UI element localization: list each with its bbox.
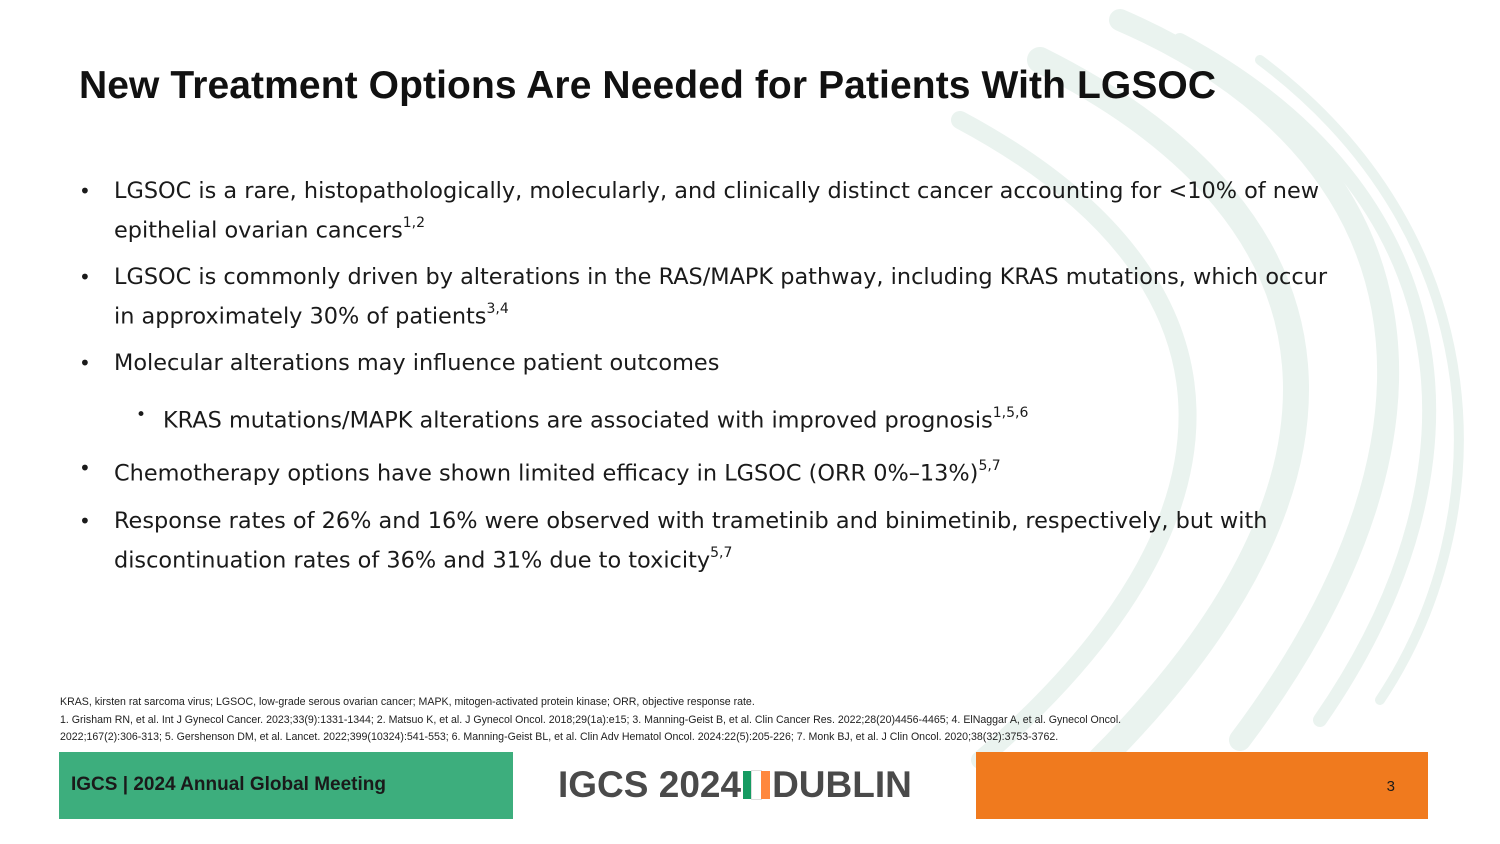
abbreviations-footnote: KRAS, kirsten rat sarcoma virus; LGSOC, …: [60, 696, 755, 708]
igcs-dublin-logo: IGCS 2024 DUBLIN: [558, 764, 912, 806]
reference-superscript: 1,2: [402, 215, 426, 231]
bullet-dot: •: [79, 351, 91, 375]
irish-flag-icon: [743, 770, 771, 800]
bullet-dot: •: [79, 265, 91, 289]
footer-page-bar: 3: [976, 752, 1428, 819]
logo-text-right: DUBLIN: [772, 764, 912, 805]
bullet-item: • LGSOC is a rare, histopathologically, …: [79, 174, 1320, 247]
slide-title: New Treatment Options Are Needed for Pat…: [79, 64, 1217, 107]
references-line: 2022;167(2):306-313; 5. Gershenson DM, e…: [60, 731, 1059, 743]
sub-bullet-item: • KRAS mutations/MAPK alterations are as…: [136, 398, 1029, 437]
bullet-text-line: epithelial ovarian cancers: [114, 217, 403, 244]
bullet-text-line: LGSOC is a rare, histopathologically, mo…: [114, 178, 1320, 204]
logo-text-left: IGCS 2024: [558, 764, 742, 805]
bullet-text-line: KRAS mutations/MAPK alterations are asso…: [163, 407, 993, 434]
bullet-text-line: discontinuation rates of 36% and 31% due…: [114, 547, 711, 574]
bullet-text-line: Molecular alterations may influence pati…: [114, 350, 720, 376]
bullet-text-line: Response rates of 26% and 16% were obser…: [114, 508, 1268, 534]
bullet-item: • Response rates of 26% and 16% were obs…: [79, 504, 1268, 577]
bullet-dot: •: [79, 509, 91, 533]
references-line: 1. Grisham RN, et al. Int J Gynecol Canc…: [60, 713, 1122, 726]
meeting-name: IGCS | 2024 Annual Global Meeting: [71, 774, 387, 795]
footnotes: KRAS, kirsten rat sarcoma virus; LGSOC, …: [60, 694, 1121, 747]
bullet-item: • Molecular alterations may influence pa…: [79, 346, 720, 380]
reference-superscript: 5,7: [978, 458, 1001, 474]
footer-meeting-bar: IGCS | 2024 Annual Global Meeting: [59, 752, 513, 819]
bullet-item: • LGSOC is commonly driven by alteration…: [79, 260, 1328, 333]
page-number: 3: [1386, 778, 1395, 795]
reference-superscript: 1,5,6: [992, 405, 1029, 421]
bullet-dot: •: [136, 405, 147, 425]
bullet-item: • Chemotherapy options have shown limite…: [79, 451, 1001, 490]
bullet-dot: •: [79, 456, 91, 480]
reference-superscript: 5,7: [710, 545, 733, 561]
bullet-text-line: Chemotherapy options have shown limited …: [114, 460, 979, 487]
bullet-text-line: LGSOC is commonly driven by alterations …: [114, 264, 1328, 290]
bullet-dot: •: [79, 179, 91, 203]
reference-superscript: 3,4: [486, 301, 509, 317]
bullet-text-line: in approximately 30% of patients: [114, 303, 487, 330]
